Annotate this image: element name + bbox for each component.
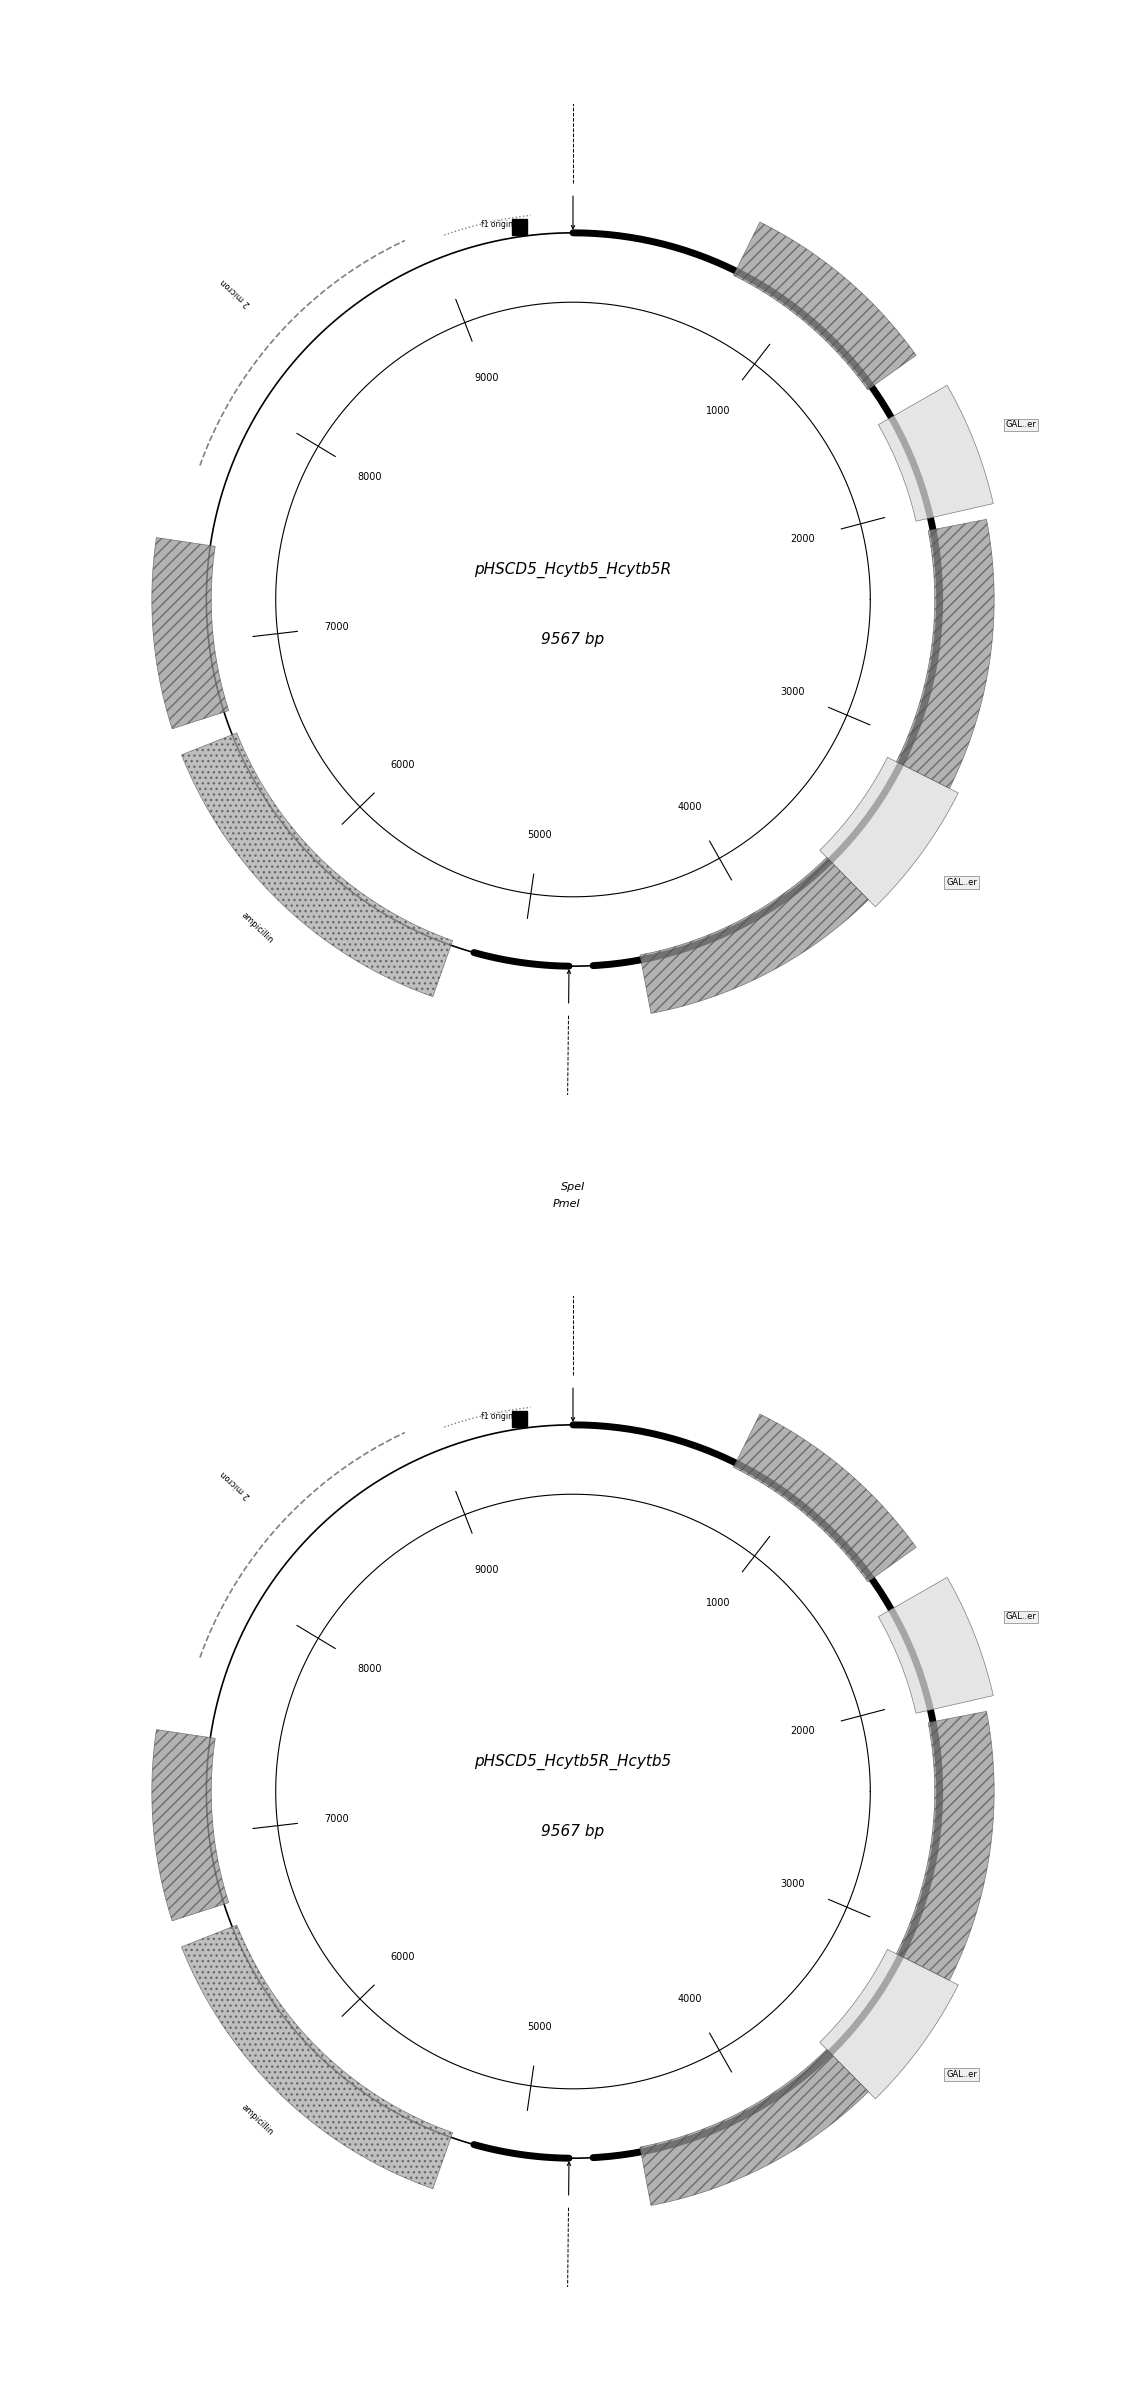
Polygon shape — [733, 222, 916, 390]
Text: 2000: 2000 — [791, 533, 815, 545]
Text: 6000: 6000 — [391, 1953, 415, 1963]
Text: 8000: 8000 — [356, 1664, 382, 1674]
Polygon shape — [896, 1712, 995, 1980]
Text: PmeI: PmeI — [552, 1198, 580, 1210]
Circle shape — [206, 1425, 940, 2159]
Text: 9567 bp: 9567 bp — [541, 631, 605, 646]
Text: ampicillin: ampicillin — [240, 2102, 275, 2138]
Text: 3000: 3000 — [780, 686, 804, 698]
Text: pHSCD5_Hcytb5_Hcytb5R: pHSCD5_Hcytb5_Hcytb5R — [474, 562, 672, 579]
Text: GAL..er: GAL..er — [947, 2071, 978, 2078]
Polygon shape — [151, 538, 229, 729]
Text: 1000: 1000 — [706, 1597, 730, 1609]
Text: 5000: 5000 — [527, 830, 551, 839]
Text: 1000: 1000 — [706, 406, 730, 416]
Polygon shape — [639, 2049, 869, 2205]
Text: ampicillin: ampicillin — [240, 911, 275, 944]
Polygon shape — [151, 1729, 229, 1920]
Text: 2000: 2000 — [791, 1726, 815, 1736]
Text: GAL..er: GAL..er — [1005, 1612, 1036, 1621]
Text: 9000: 9000 — [474, 373, 499, 383]
Text: 4000: 4000 — [677, 1994, 702, 2004]
Text: 7000: 7000 — [324, 1815, 350, 1824]
Bar — [511, 220, 527, 234]
Text: 9567 bp: 9567 bp — [541, 1824, 605, 1839]
Text: 9000: 9000 — [474, 1566, 499, 1576]
Text: 6000: 6000 — [391, 760, 415, 770]
Text: 5000: 5000 — [527, 2023, 551, 2032]
Polygon shape — [819, 758, 958, 906]
Text: pHSCD5_Hcytb5R_Hcytb5: pHSCD5_Hcytb5R_Hcytb5 — [474, 1753, 672, 1769]
Polygon shape — [181, 1925, 453, 2188]
Text: 8000: 8000 — [356, 471, 382, 483]
Text: GAL..er: GAL..er — [947, 877, 978, 887]
Text: 4000: 4000 — [677, 801, 702, 811]
Text: 2 micron: 2 micron — [219, 277, 252, 308]
Polygon shape — [878, 1578, 994, 1714]
Text: 3000: 3000 — [780, 1879, 804, 1889]
Polygon shape — [896, 519, 995, 789]
Polygon shape — [878, 385, 994, 521]
Polygon shape — [181, 734, 453, 997]
Polygon shape — [639, 858, 869, 1014]
Text: 2 micron: 2 micron — [219, 1468, 252, 1499]
Polygon shape — [819, 1949, 958, 2099]
Text: 7000: 7000 — [324, 622, 350, 631]
Text: GAL..er: GAL..er — [1005, 421, 1036, 430]
Text: f1 origin: f1 origin — [480, 1411, 512, 1420]
Text: SpeI: SpeI — [560, 1181, 586, 1193]
Text: f1 origin: f1 origin — [480, 220, 512, 230]
Circle shape — [206, 232, 940, 966]
Polygon shape — [733, 1413, 916, 1583]
Bar — [511, 1411, 527, 1427]
